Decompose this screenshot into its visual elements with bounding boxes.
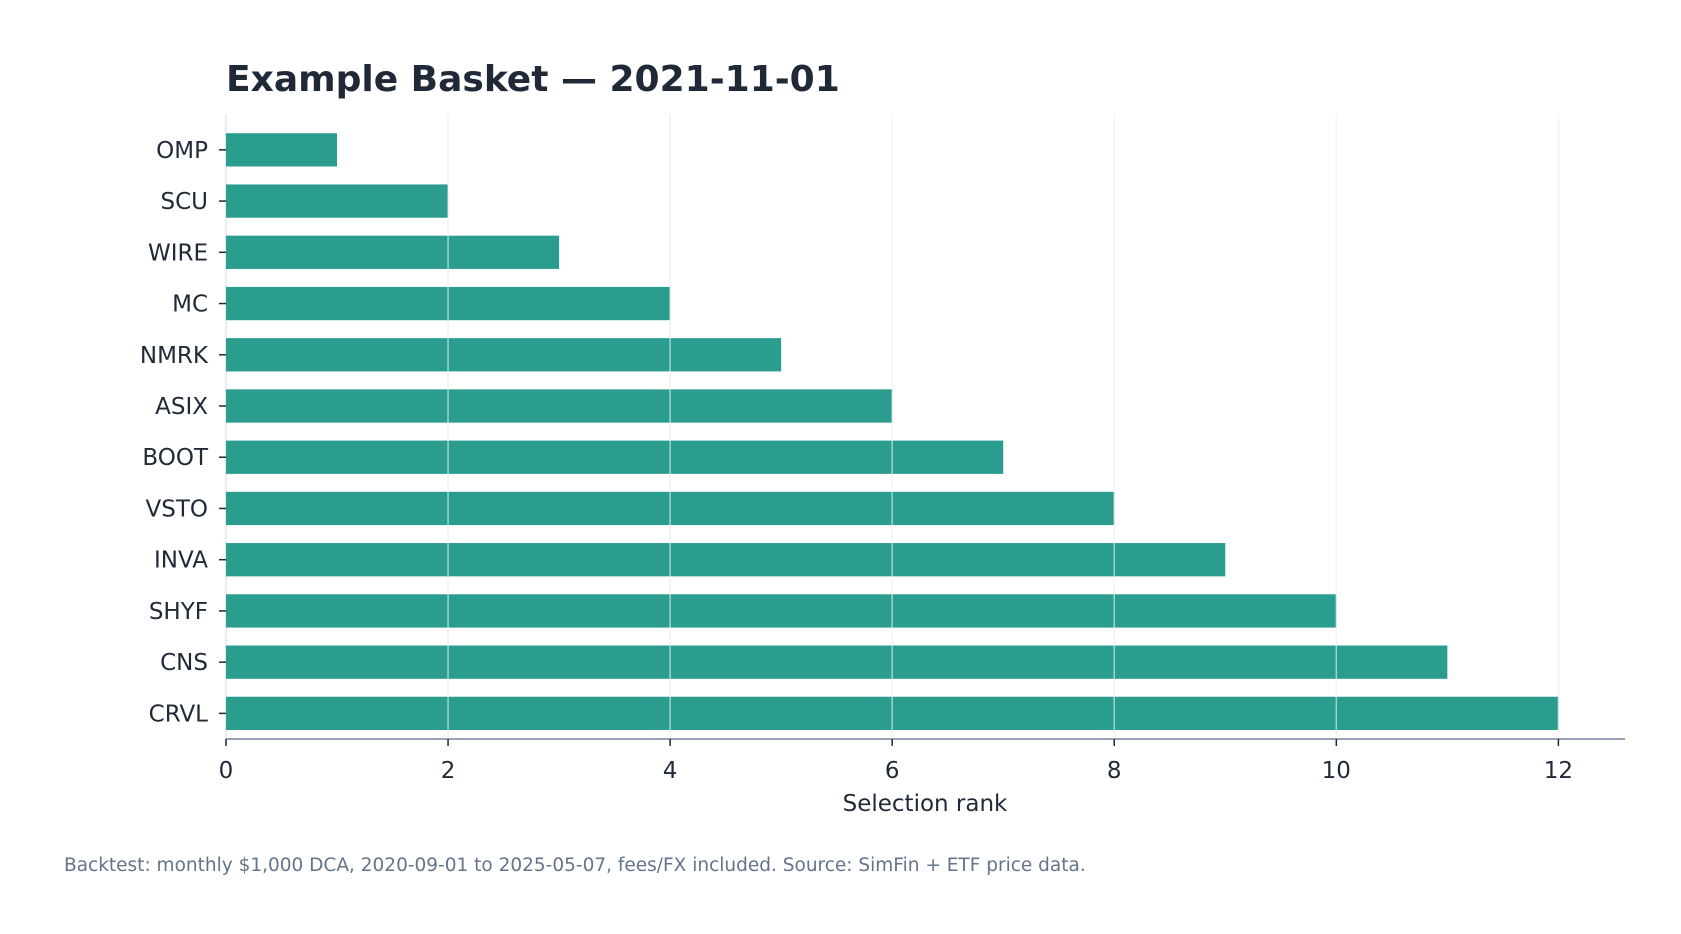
- y-tick-label: WIRE: [148, 240, 208, 266]
- bar: [226, 338, 782, 372]
- grid-lines-overlay: [447, 114, 1560, 739]
- chart-title: Example Basket — 2021-11-01: [226, 59, 840, 100]
- y-tick-label: VSTO: [146, 496, 209, 522]
- bar: [226, 389, 893, 423]
- bar: [226, 543, 1226, 577]
- y-axis: OMP SCU WIRE MC NMRK ASIX BOOT VSTO INVA SHYF CNS C…: [140, 138, 226, 727]
- y-tick-label: INVA: [154, 548, 208, 574]
- x-axis: 0 2 4 6 8 10 12: [219, 738, 1625, 784]
- y-tick-label: CNS: [160, 650, 208, 676]
- bar: [226, 594, 1337, 628]
- x-tick-label: 0: [219, 758, 234, 784]
- bar: [226, 440, 1004, 474]
- footnote: Backtest: monthly $1,000 DCA, 2020-09-01…: [64, 855, 1086, 876]
- bar: [226, 133, 338, 167]
- y-tick-label: MC: [172, 292, 208, 318]
- x-axis-title: Selection rank: [843, 791, 1008, 817]
- bar: [226, 645, 1448, 679]
- x-tick-label: 4: [663, 758, 678, 784]
- y-tick-label: SCU: [161, 189, 209, 215]
- y-tick-label: CRVL: [149, 701, 209, 727]
- bar: [226, 235, 560, 269]
- y-tick-label: BOOT: [142, 445, 209, 471]
- x-tick-label: 12: [1544, 758, 1573, 784]
- y-tick-label: NMRK: [140, 343, 209, 369]
- x-tick-label: 6: [885, 758, 900, 784]
- x-tick-label: 2: [441, 758, 456, 784]
- y-tick-label: ASIX: [155, 394, 208, 420]
- x-tick-label: 10: [1322, 758, 1351, 784]
- y-tick-label: OMP: [156, 138, 208, 164]
- y-tick-label: SHYF: [149, 599, 208, 625]
- x-tick-label: 8: [1107, 758, 1122, 784]
- bar: [226, 184, 449, 218]
